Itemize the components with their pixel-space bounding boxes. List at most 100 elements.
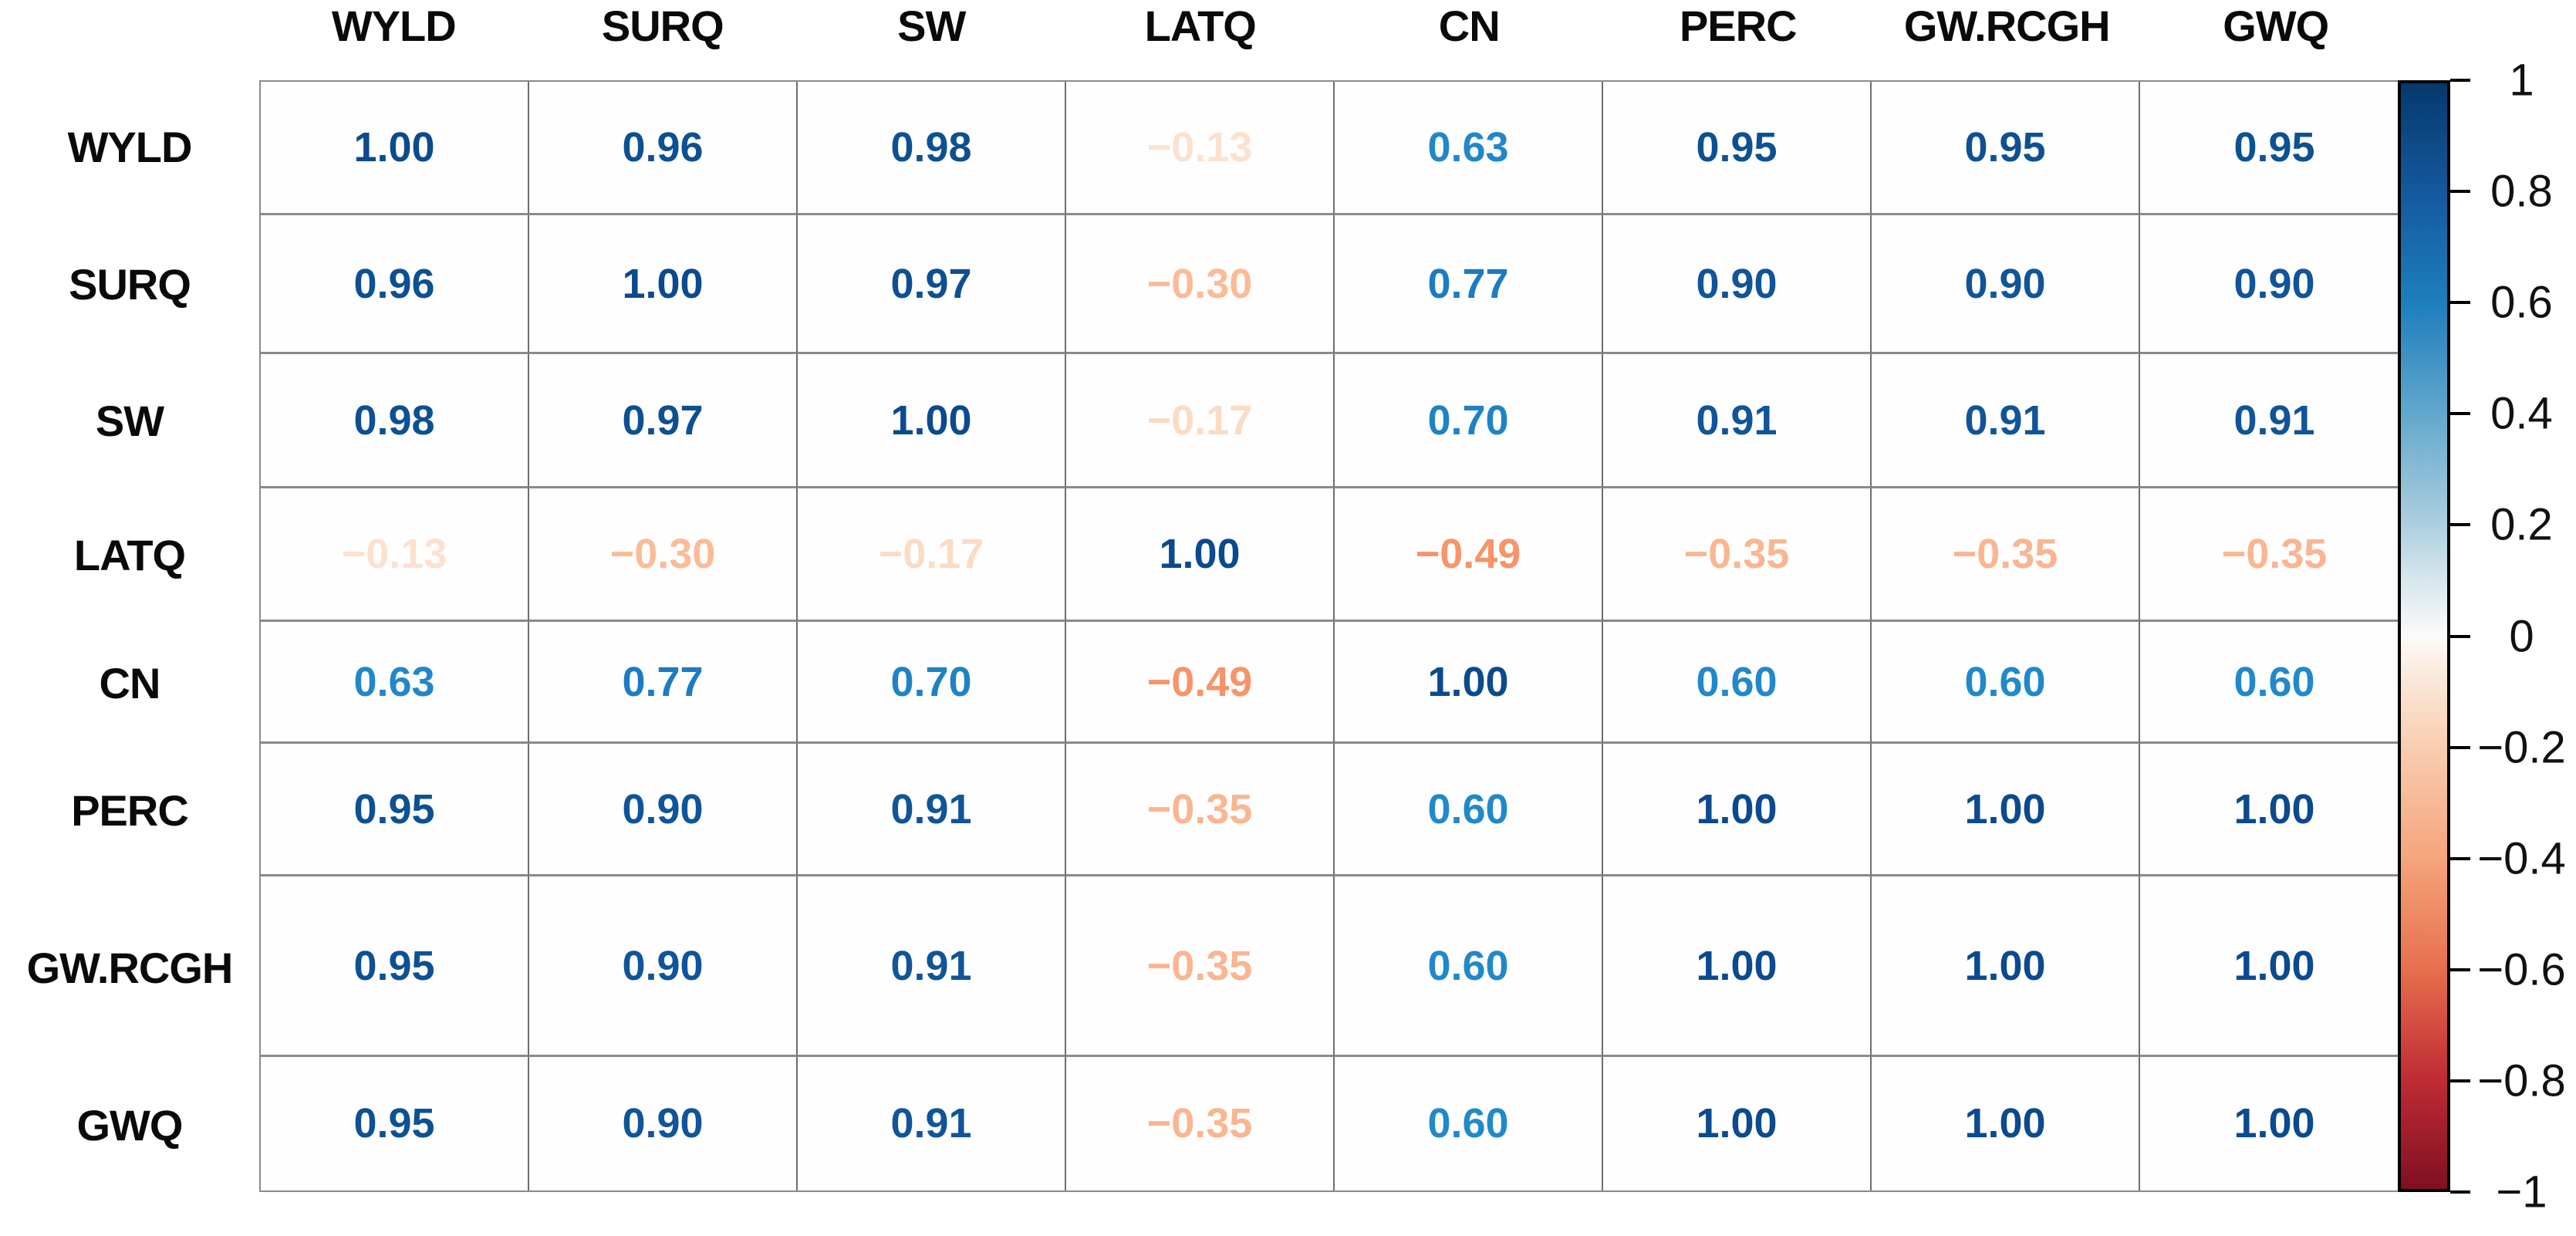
colorbar-tick <box>2450 745 2470 749</box>
row-label-surq: SURQ <box>69 259 191 309</box>
matrix-grid: 1.00 0.96 0.98 −0.13 0.63 0.95 0.95 0.95 0.96 1.0… <box>259 80 2410 1192</box>
matrix-cell: −0.17 <box>798 488 1066 622</box>
matrix-cell: −0.17 <box>1066 354 1335 488</box>
colorbar <box>2398 80 2450 1192</box>
column-header-gwq: GWQ <box>2223 1 2329 50</box>
matrix-cell: 0.91 <box>1872 354 2140 488</box>
row-labels: WYLD SURQ SW LATQ CN PERC GW.RCGH GWQ <box>0 80 259 1192</box>
matrix-cell: 1.00 <box>1335 621 1603 745</box>
colorbar-tick <box>2450 634 2470 638</box>
row-label-latq: LATQ <box>73 530 186 579</box>
matrix-cell: 0.60 <box>1335 744 1603 877</box>
column-header-sw: SW <box>897 1 966 50</box>
matrix-cell: 0.96 <box>261 215 529 355</box>
colorbar-tick-label: 0.8 <box>2490 166 2553 217</box>
matrix-cell: −0.13 <box>1066 82 1335 216</box>
matrix-cell: 0.90 <box>529 744 798 877</box>
matrix-cell: 0.60 <box>1603 621 1872 745</box>
colorbar-tick <box>2450 856 2470 860</box>
matrix-cell: 0.91 <box>798 1056 1066 1190</box>
row-label-wyld: WYLD <box>67 123 193 172</box>
colorbar-tick-label: −0.2 <box>2477 722 2566 773</box>
matrix-cell: 1.00 <box>1872 876 2140 1057</box>
matrix-cell: 1.00 <box>1066 488 1335 622</box>
matrix-cell: 1.00 <box>2233 1100 2315 1147</box>
matrix-cell: 0.96 <box>529 82 798 216</box>
colorbar-tick <box>2450 79 2470 82</box>
matrix-cell: 1.00 <box>261 82 529 216</box>
colorbar-tick <box>2450 412 2470 416</box>
colorbar-tick-label: −0.6 <box>2477 944 2566 995</box>
matrix-cell: 1.00 <box>1872 744 2140 877</box>
colorbar-tick-label: 0.6 <box>2490 277 2553 328</box>
matrix-cell: −0.30 <box>1066 215 1335 355</box>
matrix-cell: 0.63 <box>261 621 529 745</box>
matrix-cell: −0.35 <box>1066 876 1335 1057</box>
column-header-wyld: WYLD <box>331 1 457 50</box>
matrix-cell: 1.00 <box>1603 744 1872 877</box>
row-label-sw: SW <box>95 396 164 445</box>
colorbar-tick <box>2450 968 2470 971</box>
matrix-cell: 1.00 <box>798 354 1066 488</box>
matrix-cell: 0.95 <box>261 1056 529 1190</box>
matrix-cell: 0.90 <box>2140 215 2409 355</box>
colorbar-tick <box>2450 523 2470 527</box>
matrix-cell: −0.49 <box>1066 621 1335 745</box>
column-header-perc: PERC <box>1679 1 1798 50</box>
matrix-cell: −0.49 <box>1335 488 1603 622</box>
matrix-cell: 1.00 <box>1872 1056 2140 1190</box>
row-label-gwq: GWQ <box>76 1100 184 1150</box>
matrix-cell: 0.95 <box>261 876 529 1057</box>
matrix-cell: 0.95 <box>2140 82 2409 216</box>
column-header-latq: LATQ <box>1144 1 1257 50</box>
column-headers: WYLD SURQ SW LATQ CN PERC GW.RCGH GWQ <box>259 0 2410 51</box>
matrix-cell: −0.13 <box>261 488 529 622</box>
matrix-cell: −0.35 <box>1603 488 1872 622</box>
row-label-gw-rcgh: GW.RCGH <box>26 943 234 992</box>
matrix-cell: 0.60 <box>1335 1056 1603 1190</box>
column-header-cn: CN <box>1438 1 1501 50</box>
matrix-cell: 0.60 <box>2140 622 2409 745</box>
column-header-gw-rcgh: GW.RCGH <box>1903 1 2111 50</box>
matrix-cell: 0.91 <box>798 744 1066 877</box>
matrix-cell: 0.91 <box>798 876 1066 1057</box>
colorbar-tick-label: −1 <box>2496 1167 2547 1217</box>
colorbar-tick <box>2450 1079 2470 1082</box>
matrix-cell: 0.63 <box>1335 82 1603 216</box>
matrix-cell: −0.35 <box>1066 1056 1335 1190</box>
colorbar-tick-label: 0 <box>2509 611 2534 661</box>
matrix-cell: 0.97 <box>529 354 798 488</box>
matrix-cell: 0.98 <box>261 354 529 488</box>
colorbar-gradient <box>2401 83 2447 1189</box>
matrix-cell: 0.60 <box>1335 876 1603 1057</box>
row-label-perc: PERC <box>71 786 189 836</box>
matrix-cell: −0.30 <box>529 488 798 622</box>
matrix-cell: 1.00 <box>2140 744 2409 877</box>
matrix-cell: 0.90 <box>1603 215 1872 355</box>
matrix-cell: 0.90 <box>529 1056 798 1190</box>
matrix-cell: 1.00 <box>1603 876 1872 1057</box>
colorbar-tick <box>2450 301 2470 305</box>
colorbar-tick <box>2450 190 2470 194</box>
matrix-cell: 0.77 <box>1335 215 1603 355</box>
colorbar-tick-label: 0.4 <box>2490 388 2553 439</box>
matrix-cell: 0.90 <box>1872 215 2140 355</box>
matrix-cell: −0.35 <box>1872 488 2140 622</box>
row-label-cn: CN <box>99 658 161 707</box>
colorbar-tick <box>2450 1190 2470 1194</box>
matrix-cell: 0.95 <box>1872 82 2140 216</box>
matrix-cell: 0.77 <box>529 621 798 745</box>
column-header-surq: SURQ <box>601 1 724 50</box>
matrix-cell: 1.00 <box>2140 876 2409 1057</box>
matrix-cell: −0.35 <box>1066 744 1335 877</box>
matrix-cell: −0.35 <box>2140 488 2409 622</box>
matrix-cell: 1.00 <box>1603 1056 1872 1190</box>
matrix-cell: 0.95 <box>1603 82 1872 216</box>
matrix-cell: 0.70 <box>798 621 1066 745</box>
colorbar-tick-label: −0.8 <box>2477 1055 2566 1106</box>
colorbar-tick-label: 0.2 <box>2490 499 2553 550</box>
matrix-cell: 0.90 <box>529 876 798 1057</box>
matrix-cell: 1.00 <box>529 215 798 355</box>
matrix-cell: 0.91 <box>2140 354 2409 488</box>
